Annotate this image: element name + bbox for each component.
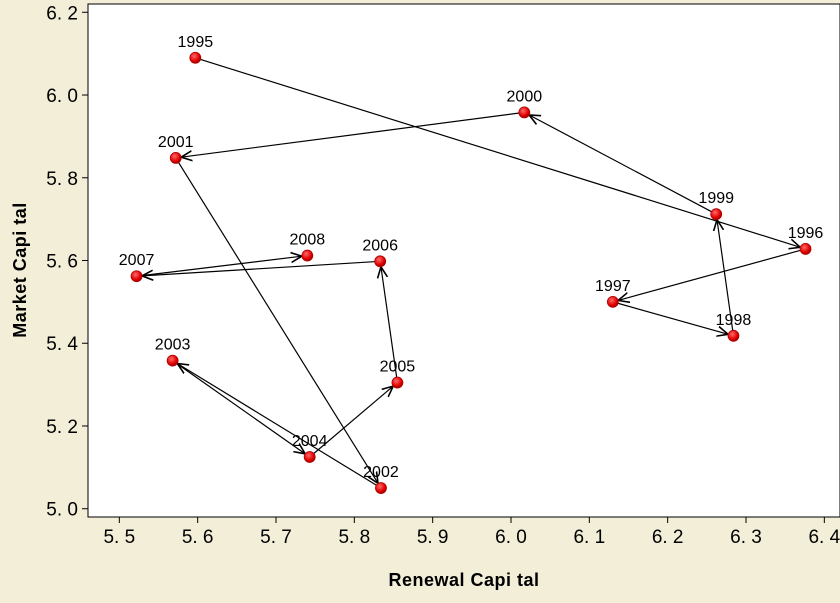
point-1995 [189, 51, 202, 64]
point-2005 [391, 376, 404, 389]
arrow-2003-2004 [172, 360, 306, 454]
point-2002 [375, 482, 387, 494]
x-tick-label: 5. 9 [417, 527, 449, 548]
point-1997 [606, 295, 619, 308]
point-label-2004: 2004 [292, 433, 328, 450]
x-tick-label: 6. 2 [652, 527, 684, 548]
y-axis-title: Market Capi tal [10, 202, 30, 338]
arrow-2002-2003 [177, 363, 382, 489]
trajectory-arrows [136, 57, 806, 489]
point-1998 [727, 329, 740, 342]
point-2006 [374, 255, 387, 268]
x-tick-label: 5. 8 [338, 527, 370, 548]
point-label-1998: 1998 [716, 312, 752, 329]
point-1996 [799, 243, 812, 255]
y-tick-label: 5. 4 [46, 334, 78, 355]
point-label-2005: 2005 [380, 359, 416, 376]
arrow-1996-1997 [618, 248, 806, 300]
y-tick-label: 6. 2 [46, 3, 78, 24]
point-label-1996: 1996 [788, 225, 824, 242]
x-tick-label: 6. 0 [495, 527, 527, 548]
x-tick-label: 5. 6 [182, 527, 214, 548]
point-labels: 1995 1996 1997 1998 1999 2000 2001 2002 2003 2004… [119, 34, 824, 481]
point-label-2003: 2003 [155, 337, 191, 354]
y-tick-label: 5. 0 [46, 500, 78, 521]
data-points [130, 51, 812, 494]
point-label-2000: 2000 [507, 88, 543, 105]
arrow-1998-1999 [717, 220, 735, 336]
x-tick-label: 5. 5 [103, 527, 135, 548]
y-tick-label: 5. 8 [46, 169, 78, 190]
point-1999 [710, 208, 723, 221]
arrow-1997-1998 [612, 301, 728, 334]
arrow-2005-2006 [381, 267, 399, 383]
y-tick-label: 6. 0 [46, 86, 78, 107]
point-2004 [303, 451, 316, 463]
point-label-2001: 2001 [158, 134, 194, 151]
arrow-1999-2000 [529, 115, 717, 215]
arrow-2001-2002 [175, 157, 378, 483]
point-label-1995: 1995 [178, 34, 214, 51]
arrow-2006-2007 [142, 260, 381, 276]
y-tick-label: 5. 2 [46, 417, 78, 438]
point-2001 [169, 151, 182, 164]
x-axis-title: Renewal Capi tal [388, 570, 539, 590]
y-tick-label: 5. 6 [46, 252, 78, 273]
point-2008 [301, 249, 314, 262]
arrow-1995-1996 [195, 57, 800, 247]
axes: 5. 5 5. 6 5. 7 5. 8 5. 9 6. 0 6. 1 6. 2 6. 3 6. 4… [46, 3, 840, 548]
point-label-2002: 2002 [363, 464, 399, 481]
point-2003 [166, 354, 179, 367]
arrow-2004-2005 [309, 386, 394, 458]
point-2000 [518, 106, 531, 119]
arrow-2007-2008 [136, 256, 302, 277]
point-label-1999: 1999 [698, 190, 734, 207]
x-tick-label: 6. 4 [808, 527, 840, 548]
point-2007 [130, 270, 143, 283]
point-label-2006: 2006 [362, 237, 398, 254]
point-label-1997: 1997 [595, 278, 631, 295]
plot-area [87, 3, 840, 518]
x-tick-label: 6. 3 [730, 527, 762, 548]
point-label-2007: 2007 [119, 252, 155, 269]
point-label-2008: 2008 [290, 232, 326, 249]
arrow-2000-2001 [181, 111, 525, 157]
x-tick-label: 6. 1 [573, 527, 605, 548]
x-tick-label: 5. 7 [260, 527, 292, 548]
